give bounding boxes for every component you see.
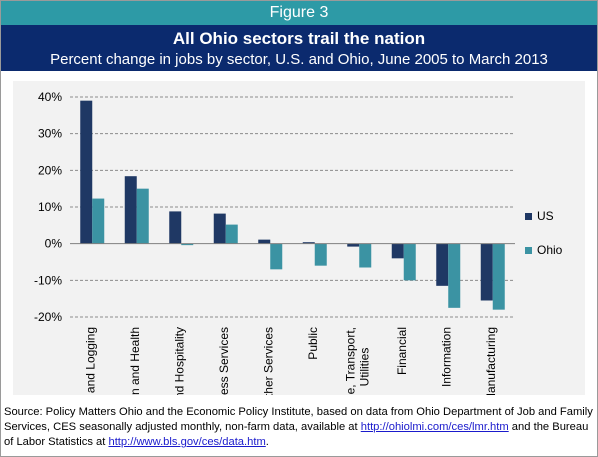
y-tick-label: 10% [38,200,62,214]
bar-ohio [92,198,105,244]
x-category-label: Mining and Logging [83,327,97,395]
title-banner: All Ohio sectors trail the nation Percen… [1,25,597,71]
bar-us [124,176,137,244]
bar-ohio [270,243,283,270]
bar-ohio [359,243,372,268]
bar-ohio [448,243,461,308]
bar-us [80,100,93,244]
bar-us [302,242,315,244]
y-tick-label: 20% [38,163,62,177]
x-category-label: Leisure and Hospitality [172,327,186,395]
x-category-label: Other Services [261,327,275,395]
bar-ohio [225,224,238,244]
x-category-label: Financial [395,327,409,375]
legend-swatch-us [525,213,532,220]
source-link-ohiolmi[interactable]: http://ohiolmi.com/ces/lmr.htm [360,421,509,433]
figure-label: Figure 3 [1,1,597,25]
source-text-1: Source: Policy Matters Ohio and the Econ… [4,406,593,433]
legend-swatch-ohio [525,247,532,254]
source-text-3: . [265,436,269,448]
x-category-label: Manufacturing [484,327,498,395]
bar-ohio [492,243,505,310]
plot-panel: 40% 30% 20% 10% 0% -10% -20% Mining and Logging… [13,81,585,395]
bar-ohio [136,188,149,244]
legend-label-ohio: Ohio [537,243,563,257]
bar-us [480,243,493,301]
bar-us [436,243,449,286]
y-tick-label: -20% [34,310,62,324]
bar-us [347,243,360,247]
x-category-label: Public [306,327,320,360]
legend-label-us: US [537,209,554,223]
bar-ohio [403,243,416,281]
bar-us [391,243,404,259]
bar-ohio [181,243,194,246]
y-tick-label: 0% [45,237,63,251]
y-tick-label: 30% [38,127,62,141]
x-category-label: Education and Health [128,327,142,395]
bar-us [213,213,226,244]
chart-subtitle: Percent change in jobs by sector, U.S. a… [50,51,548,68]
source-text-2: and the Bureau of Labor Statistics at [4,421,589,448]
source-note: Source: Policy Matters Ohio and the Econ… [1,401,597,454]
x-category-label: Prof. Business Services [217,327,231,395]
chart-title: All Ohio sectors trail the nation [172,29,426,48]
x-category-label: Trade, Transport,Utilities [343,327,371,395]
source-link-bls[interactable]: http://www.bls.gov/ces/data.htm [108,436,266,448]
bar-us [169,211,182,244]
y-tick-label: -10% [34,273,62,287]
bar-chart: 40% 30% 20% 10% 0% -10% -20% Mining and Logging… [34,90,563,395]
bar-us [258,239,271,244]
x-category-label: Information [439,327,453,387]
bar-ohio [314,243,327,266]
y-tick-label: 40% [38,90,62,104]
